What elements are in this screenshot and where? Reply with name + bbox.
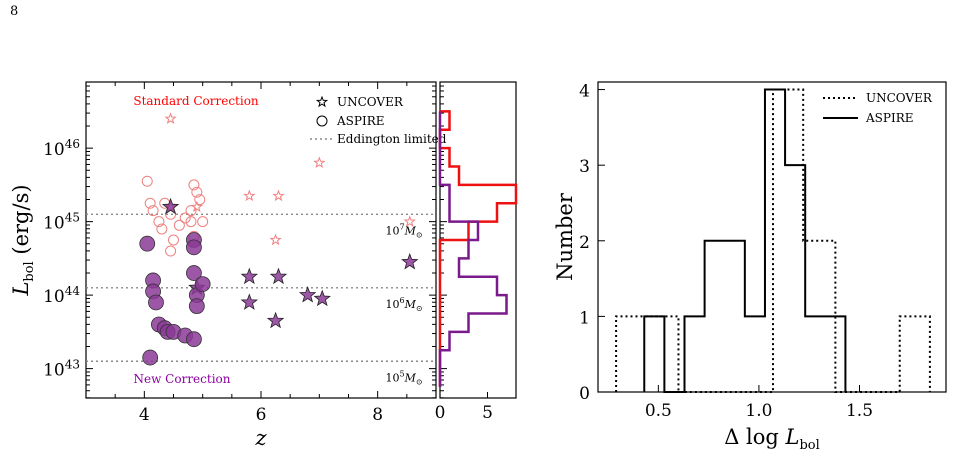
side-hist-series: [438, 111, 508, 387]
annotation-standard: Standard Correction: [133, 94, 259, 108]
eddington-label: 107M⊙: [385, 222, 422, 239]
aspire-standard-point: [156, 223, 168, 235]
aspire-new-point: [186, 331, 202, 348]
uncover-standard-point: [403, 215, 416, 227]
x-tick-label: 6: [256, 405, 267, 425]
uncover-new-point: [401, 252, 419, 270]
aspire-standard-point: [197, 216, 209, 228]
side-x-tick-label: 5: [482, 403, 493, 423]
y-tick-label: 1046: [43, 137, 80, 160]
hist-legend-uncover: UNCOVER: [866, 91, 933, 105]
legend-circle-icon: [316, 115, 328, 127]
hist-legend-aspire: ASPIRE: [865, 111, 914, 125]
legend-aspire: ASPIRE: [336, 114, 385, 128]
eddington-label: 106M⊙: [385, 296, 422, 313]
scatter-frame: [85, 81, 437, 399]
aspire-new-point: [188, 298, 205, 315]
hist-x-tick-label: 0.5: [645, 401, 672, 421]
hist-x-tick-label: 1.0: [745, 401, 772, 421]
x-tick-label: 8: [372, 405, 383, 425]
aspire-standard-point: [144, 197, 156, 209]
aspire-standard-point: [188, 179, 200, 191]
uncover-standard-point: [269, 233, 282, 246]
uncover-new-point: [269, 267, 288, 285]
hist-y-tick-label: 2: [579, 233, 590, 253]
aspire-new-point: [139, 235, 156, 252]
hist-x-tick-label: 1.5: [846, 401, 873, 421]
page-number: 8: [10, 4, 19, 19]
aspire-new-point: [142, 349, 159, 366]
uncover-standard-point: [243, 189, 256, 202]
aspire-standard-point: [191, 186, 203, 198]
aspire-standard-point: [141, 175, 153, 187]
hist-y-axis-label: Number: [553, 192, 577, 281]
y-axis-label: Lbol (erg/s): [9, 184, 37, 296]
aspire-standard-point: [165, 245, 177, 257]
legend-eddington: Eddington limited: [337, 132, 447, 146]
hist-x-axis-label: Δ log Lbol: [724, 425, 820, 453]
uncover-new-point: [298, 285, 317, 303]
y-tick-label: 1043: [43, 358, 80, 381]
hist-frame: [597, 81, 947, 393]
aspire-standard-point: [147, 205, 159, 217]
hist-y-tick-label: 3: [579, 157, 590, 177]
uncover-standard-point: [313, 156, 326, 169]
x-tick-label: 4: [139, 405, 150, 425]
hist-y-tick-label: 1: [579, 308, 590, 328]
eddington-label: 105M⊙: [385, 369, 422, 386]
aspire-standard-point: [185, 205, 197, 217]
hist-aspire-series: [643, 88, 847, 393]
aspire-standard-point: [185, 216, 197, 228]
annotation-new: New Correction: [133, 372, 230, 386]
uncover-standard-point: [164, 112, 177, 124]
hist-y-tick-label: 4: [579, 82, 590, 102]
uncover-standard-point: [190, 200, 203, 213]
y-tick-label: 1045: [43, 211, 80, 234]
aspire-standard-point: [179, 212, 191, 224]
legend-star-icon: [315, 95, 329, 108]
hist-uncover-series: [615, 88, 931, 393]
x-axis-label: z: [254, 426, 267, 450]
aspire-standard-point: [153, 216, 165, 228]
aspire-new-point: [186, 239, 202, 256]
uncover-new-point: [240, 293, 259, 310]
y-tick-label: 1044: [43, 284, 80, 307]
side-hist-series: [438, 110, 518, 387]
uncover-new-point: [266, 311, 285, 329]
aspire-new-point: [186, 265, 202, 281]
aspire-new-point: [148, 294, 164, 311]
aspire-new-point: [194, 276, 211, 292]
side-x-tick-label: 0: [435, 403, 446, 423]
aspire-standard-point: [173, 219, 185, 231]
uncover-new-point: [240, 267, 259, 285]
aspire-standard-point: [168, 234, 179, 246]
uncover-standard-point: [272, 189, 285, 202]
aspire-standard-point: [194, 194, 206, 206]
uncover-new-point: [313, 289, 331, 307]
hist-y-tick-label: 0: [579, 384, 590, 404]
legend-uncover: UNCOVER: [337, 95, 404, 109]
uncover-new-point: [161, 197, 180, 215]
